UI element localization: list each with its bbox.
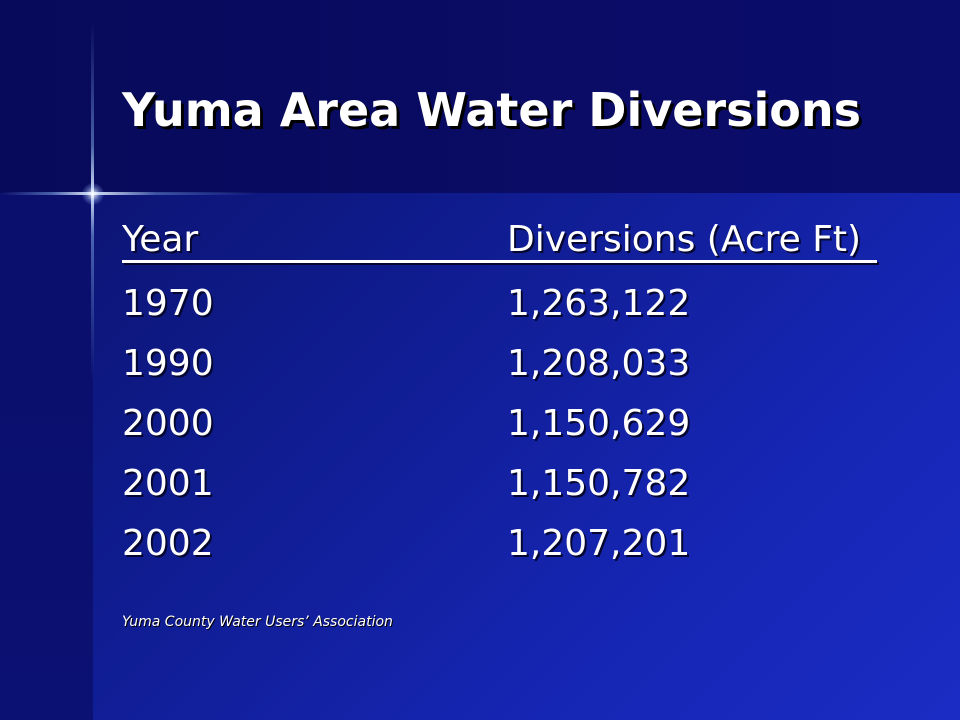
row-diversions: 1,150,782 — [507, 463, 691, 504]
left-band — [0, 193, 93, 720]
header-underline — [122, 260, 877, 263]
title-band — [0, 0, 960, 193]
row-year: 2001 — [122, 463, 214, 504]
slide-title: Yuma Area Water Diversions — [122, 83, 861, 137]
row-year: 2000 — [122, 403, 214, 444]
row-diversions: 1,263,122 — [507, 283, 691, 324]
row-year: 2002 — [122, 523, 214, 564]
header-diversions: Diversions (Acre Ft) — [507, 219, 862, 260]
row-diversions: 1,150,629 — [507, 403, 691, 444]
row-year: 1970 — [122, 283, 214, 324]
light-flare-core — [82, 183, 104, 205]
header-year: Year — [122, 219, 199, 260]
light-flare-horizontal — [0, 192, 260, 195]
source-citation: Yuma County Water Users’ Association — [122, 614, 393, 630]
row-year: 1990 — [122, 343, 214, 384]
row-diversions: 1,208,033 — [507, 343, 691, 384]
row-diversions: 1,207,201 — [507, 523, 691, 564]
